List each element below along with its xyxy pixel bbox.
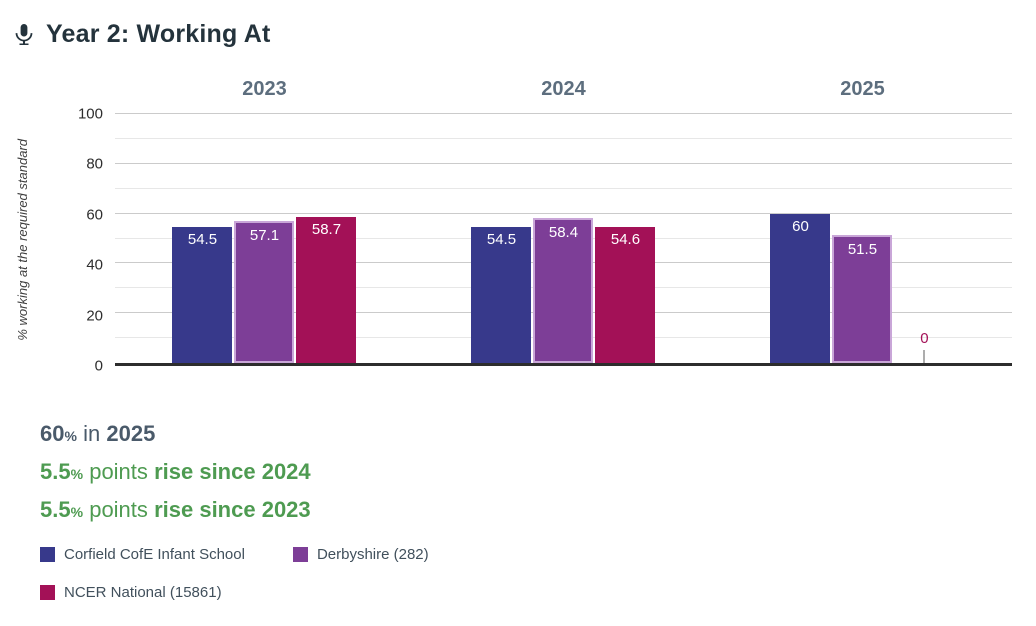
gridline xyxy=(115,137,1012,139)
bar-value-label: 0 xyxy=(920,330,929,347)
bar-value-label: 54.6 xyxy=(610,231,641,249)
group-headers: 2023 2024 2025 xyxy=(115,78,1012,106)
legend-label: NCER National (15861) xyxy=(64,584,222,601)
chart-header: Year 2: Working At xyxy=(0,0,1036,50)
legend-item-1[interactable]: Derbyshire (282) xyxy=(292,546,429,563)
legend-label: Derbyshire (282) xyxy=(316,546,429,563)
bar-group-2024: 54.5 58.4 54.6 xyxy=(414,114,713,363)
read-aloud-microphone-button[interactable] xyxy=(12,19,36,49)
y-tick-label: 0 xyxy=(94,357,103,375)
plot-area: 54.5 57.1 58.7 54.5 58.4 54.6 60 51.5 0 xyxy=(115,113,1012,366)
summary-block: 60% in 2025 5.5% points rise since 2024 5.5%… xyxy=(40,416,1036,530)
bar-value-label: 51.5 xyxy=(847,240,878,258)
legend-item-2[interactable]: NCER National (15861) xyxy=(40,584,222,601)
bar-group-2023: 54.5 57.1 58.7 xyxy=(115,114,414,363)
category-label-2024: 2024 xyxy=(541,78,586,100)
gridline xyxy=(115,212,1012,214)
bar-2023-series-0: 54.5 xyxy=(172,227,233,363)
zero-tick xyxy=(923,350,926,363)
legend: Corfield CofE Infant School Derbyshire (2… xyxy=(40,546,520,601)
y-axis-ticks: 0 20 40 60 80 100 xyxy=(44,106,115,375)
summary-rise-since-2023: 5.5% points rise since 2023 xyxy=(40,497,311,522)
microphone-icon xyxy=(12,19,36,49)
bar-value-label: 60 xyxy=(792,217,809,235)
bar-value-label: 58.7 xyxy=(311,220,342,238)
bar-2025-series-1: 51.5 xyxy=(832,234,893,363)
bar-2023-series-2: 58.7 xyxy=(296,216,357,363)
page-title: Year 2: Working At xyxy=(46,20,271,48)
bar-chart: 2023 2024 2025 % working at the required s… xyxy=(0,78,1036,375)
bar-2023-series-1: 57.1 xyxy=(234,220,295,363)
y-axis-title: % working at the required standard xyxy=(14,139,30,341)
y-tick-label: 60 xyxy=(86,206,103,224)
summary-rise-since-2024: 5.5% points rise since 2024 xyxy=(40,459,311,484)
category-label-2025: 2025 xyxy=(840,78,885,100)
category-label-2023: 2023 xyxy=(242,78,287,100)
legend-label: Corfield CofE Infant School xyxy=(64,546,245,563)
summary-current-value: 60% in 2025 xyxy=(40,421,156,446)
gridline xyxy=(115,113,1012,114)
bar-2024-series-2: 54.6 xyxy=(595,227,656,363)
summary-value: 60 xyxy=(40,421,65,446)
bar-2024-series-0: 54.5 xyxy=(471,227,532,363)
bar-2024-series-1: 58.4 xyxy=(533,217,594,363)
y-tick-label: 40 xyxy=(86,256,103,274)
zero-value-marker-2025: 0 xyxy=(894,114,954,363)
legend-swatch xyxy=(40,585,55,600)
bar-value-label: 58.4 xyxy=(548,223,579,241)
legend-item-0[interactable]: Corfield CofE Infant School xyxy=(40,546,245,563)
bar-value-label: 57.1 xyxy=(249,226,280,244)
y-tick-label: 80 xyxy=(86,155,103,173)
y-tick-label: 20 xyxy=(86,307,103,325)
bar-value-label: 54.5 xyxy=(187,231,218,249)
gridline xyxy=(115,187,1012,189)
bar-value-label: 54.5 xyxy=(486,231,517,249)
bar-group-2025: 60 51.5 0 xyxy=(713,114,1012,363)
gridline xyxy=(115,162,1012,164)
bar-2025-series-0: 60 xyxy=(770,213,831,363)
legend-swatch xyxy=(40,547,55,562)
y-tick-label: 100 xyxy=(77,105,103,123)
legend-swatch xyxy=(292,547,308,562)
